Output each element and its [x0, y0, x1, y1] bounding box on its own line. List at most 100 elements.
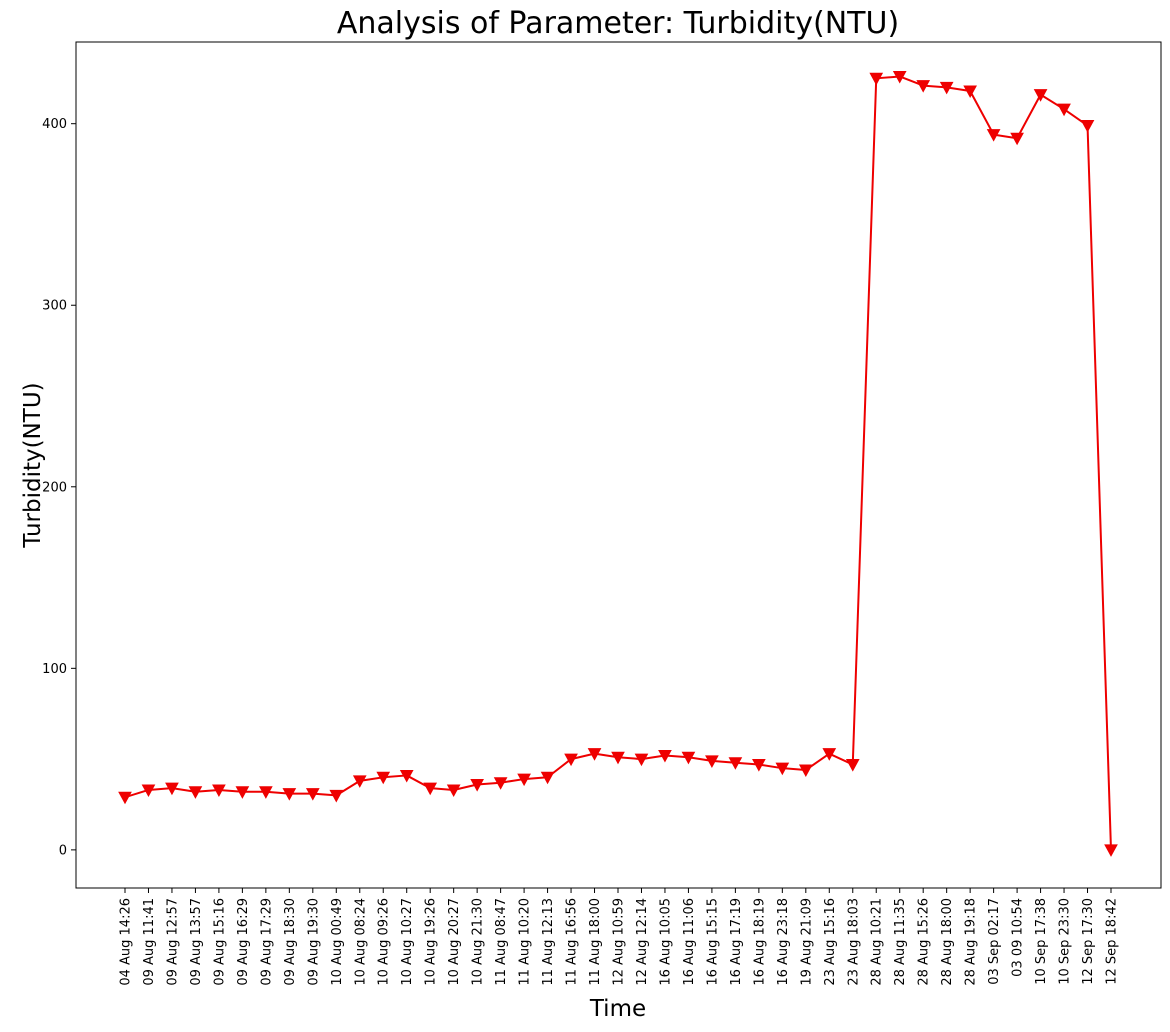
x-tick-label: 10 Aug 08:24	[353, 898, 368, 986]
x-tick-label: 10 Sep 17:38	[1034, 898, 1049, 985]
data-point-marker	[845, 759, 860, 772]
x-tick-label: 11 Aug 12:13	[541, 898, 556, 986]
data-point-marker	[564, 753, 578, 767]
data-point-marker	[587, 748, 602, 761]
x-tick-label: 28 Aug 15:26	[917, 898, 932, 986]
data-point-marker	[282, 788, 297, 801]
x-tick-label: 16 Aug 11:06	[682, 898, 697, 986]
x-tick-label: 16 Aug 15:15	[705, 898, 720, 986]
data-point-marker	[1080, 120, 1095, 133]
data-point-marker	[752, 759, 766, 772]
data-point-marker	[869, 72, 884, 86]
x-tick-label: 03 Sep 02:17	[987, 898, 1002, 985]
data-point-marker	[634, 753, 649, 767]
data-point-marker	[822, 748, 837, 761]
data-point-marker	[212, 784, 226, 798]
data-point-marker	[1057, 103, 1071, 117]
y-tick-label: 200	[42, 480, 67, 495]
data-point-marker	[1104, 844, 1118, 857]
x-tick-label: 09 Aug 17:29	[259, 898, 274, 986]
x-tick-label: 28 Aug 11:35	[893, 898, 908, 986]
x-tick-label: 09 Aug 19:30	[306, 898, 321, 986]
y-axis: 0 100 200 300 400	[42, 117, 76, 858]
data-point-marker	[681, 751, 696, 765]
x-tick-label: 28 Aug 18:00	[940, 898, 955, 986]
x-tick-label: 12 Aug 12:14	[635, 898, 650, 986]
x-tick-label: 10 Aug 21:30	[471, 898, 486, 986]
x-tick-label: 09 Aug 13:57	[189, 898, 204, 986]
x-tick-label: 10 Sep 23:30	[1058, 898, 1073, 985]
data-point-marker	[939, 81, 954, 95]
x-tick-label: 16 Aug 10:05	[658, 898, 673, 986]
x-tick-label: 11 Aug 08:47	[494, 898, 509, 986]
data-point-marker	[540, 771, 555, 785]
data-point-marker	[165, 782, 179, 796]
x-tick-label: 12 Aug 10:59	[612, 898, 627, 986]
data-point-marker	[399, 769, 414, 783]
x-tick-label: 03 09 10:54	[1011, 898, 1026, 977]
chart-title: Analysis of Parameter: Turbidity(NTU)	[337, 6, 899, 41]
x-tick-label: 09 Aug 16:29	[236, 898, 251, 986]
data-point-marker	[305, 788, 320, 801]
x-tick-label: 12 Sep 17:30	[1081, 898, 1096, 985]
x-tick-label: 23 Aug 18:03	[846, 898, 861, 986]
x-tick-label: 10 Aug 19:26	[424, 898, 439, 986]
data-point-marker	[916, 80, 931, 93]
x-tick-label: 11 Aug 16:56	[565, 898, 580, 986]
data-point-marker	[446, 784, 461, 798]
data-point-marker	[423, 782, 438, 796]
x-tick-label: 19 Aug 21:09	[799, 898, 814, 986]
data-point-marker	[235, 786, 250, 799]
data-point-marker	[798, 764, 813, 778]
data-point-marker	[259, 786, 273, 799]
data-point-marker	[705, 755, 719, 768]
y-tick-label: 0	[59, 843, 67, 858]
y-tick-label: 400	[42, 117, 67, 132]
data-point-marker	[963, 85, 977, 99]
data-point-marker	[470, 779, 484, 792]
x-tick-label: 04 Aug 14:26	[119, 898, 134, 986]
x-tick-label: 09 Aug 12:57	[165, 898, 180, 986]
x-tick-label: 10 Aug 09:26	[377, 898, 392, 986]
data-point-marker	[517, 773, 531, 787]
series-line	[124, 75, 1112, 850]
data-point-marker	[1033, 89, 1048, 102]
x-tick-label: 11 Aug 10:20	[518, 898, 533, 986]
x-tick-label: 10 Aug 20:27	[447, 898, 462, 986]
x-tick-label: 10 Aug 10:27	[400, 898, 415, 986]
data-point-marker	[352, 775, 367, 788]
x-tick-label: 09 Aug 15:16	[212, 898, 227, 986]
x-tick-label: 16 Aug 18:19	[752, 898, 767, 986]
y-tick-label: 300	[42, 299, 67, 314]
data-point-marker	[611, 751, 625, 765]
series-layer	[118, 70, 1118, 857]
x-tick-label: 11 Aug 18:00	[588, 898, 603, 986]
x-tick-label: 16 Aug 23:18	[776, 898, 791, 986]
data-point-marker	[118, 791, 132, 805]
data-point-marker	[376, 771, 391, 785]
data-point-marker	[892, 70, 907, 84]
y-axis-label: Turbidity(NTU)	[20, 382, 46, 548]
x-tick-label: 16 Aug 17:19	[729, 898, 744, 986]
data-point-marker	[1010, 132, 1024, 146]
data-point-marker	[728, 757, 743, 770]
data-point-marker	[141, 784, 156, 798]
x-axis: 04 Aug 14:26 09 Aug 11:41 09 Aug 12:57 09 A…	[119, 888, 1120, 986]
data-point-marker	[188, 786, 203, 799]
x-tick-label: 28 Aug 19:18	[964, 898, 979, 986]
x-tick-label: 10 Aug 00:49	[330, 898, 345, 986]
x-axis-label: Time	[589, 996, 646, 1022]
x-tick-label: 12 Sep 18:42	[1105, 898, 1120, 985]
x-tick-label: 23 Aug 15:16	[823, 898, 838, 986]
x-tick-label: 28 Aug 10:21	[870, 898, 885, 986]
data-point-marker	[986, 129, 1001, 142]
data-point-marker	[775, 762, 790, 776]
data-point-marker	[658, 749, 672, 763]
y-tick-label: 100	[42, 662, 67, 677]
x-tick-label: 09 Aug 18:30	[283, 898, 298, 986]
x-tick-label: 09 Aug 11:41	[142, 898, 157, 986]
data-point-marker	[493, 777, 508, 790]
data-point-marker	[329, 789, 344, 803]
